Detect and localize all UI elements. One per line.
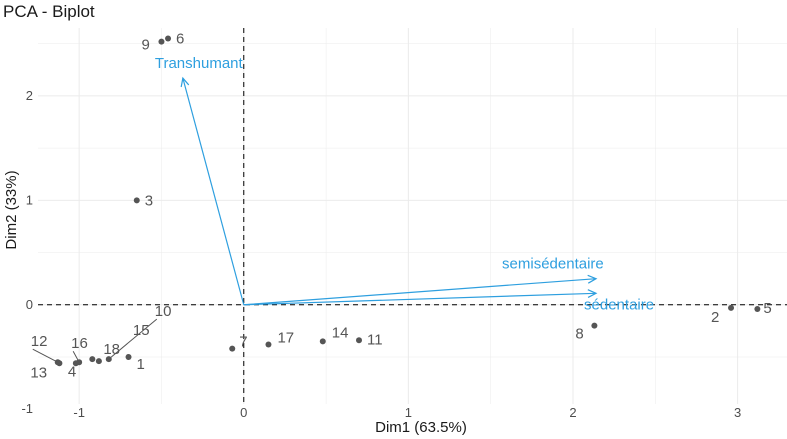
individual-points: 9 6 3 2 5 8 7 17 14 11 10 15 18 1 16 12 13 4 — [30, 30, 771, 381]
data-point — [591, 322, 598, 329]
point-label: 4 — [68, 363, 76, 380]
point-label: 16 — [71, 335, 88, 352]
data-point — [89, 356, 96, 363]
y-tick-label: -1 — [21, 401, 33, 416]
variable-arrow — [243, 278, 597, 306]
point-label: 13 — [30, 364, 47, 381]
y-tick-label: 1 — [26, 192, 33, 207]
point-label: 1 — [137, 356, 145, 373]
data-point — [72, 360, 79, 367]
x-tick-label: 0 — [240, 405, 247, 420]
data-point — [125, 354, 132, 360]
label-leader-line — [108, 318, 158, 360]
point-label: 8 — [575, 326, 583, 343]
data-point — [229, 345, 236, 352]
x-tick-label: 1 — [405, 405, 412, 420]
variable-label: semisédentaire — [502, 256, 604, 273]
x-tick-label: 2 — [569, 405, 576, 420]
y-axis-title: Dim2 (33%) — [3, 170, 20, 249]
y-tick-label: 0 — [26, 297, 33, 312]
point-label: 17 — [277, 329, 294, 346]
data-point — [165, 35, 172, 42]
point-label: 18 — [103, 341, 120, 358]
reference-lines — [38, 28, 787, 404]
data-point — [728, 304, 735, 311]
point-label: 12 — [31, 333, 48, 350]
data-point — [265, 341, 272, 348]
point-label: 10 — [155, 303, 172, 320]
data-point — [319, 338, 326, 345]
data-point — [95, 358, 102, 365]
variable-arrowhead — [587, 274, 598, 284]
x-tick-label: 3 — [734, 405, 741, 420]
y-tick-label: 2 — [26, 88, 33, 103]
grid — [38, 28, 787, 404]
variable-arrow — [182, 77, 245, 305]
variable-label: Transhumant — [155, 55, 244, 72]
data-point — [56, 360, 63, 367]
point-label: 6 — [176, 30, 184, 47]
label-leader-line — [32, 348, 58, 363]
data-point — [133, 197, 140, 204]
point-label: 15 — [133, 322, 150, 339]
data-point — [754, 305, 761, 312]
label-leader-line — [72, 350, 80, 363]
variable-arrowhead — [180, 76, 190, 88]
point-label: 7 — [239, 334, 247, 351]
point-label: 3 — [145, 192, 153, 209]
data-point — [356, 337, 362, 344]
x-tick-label: -1 — [73, 405, 85, 420]
data-point — [158, 38, 165, 45]
point-label: 2 — [711, 309, 719, 326]
point-label: 11 — [367, 331, 383, 348]
variable-label: sédentaire — [584, 296, 654, 313]
point-label: 9 — [141, 37, 149, 54]
variable-arrow — [243, 292, 597, 306]
x-axis-title: Dim1 (63.5%) — [375, 419, 467, 436]
variable-arrows: Transhumant semisédentaire sédentaire — [155, 55, 654, 313]
chart-title: PCA - Biplot — [3, 2, 95, 21]
point-label: 14 — [332, 324, 349, 341]
point-label: 5 — [763, 300, 771, 317]
variable-arrowhead — [587, 289, 598, 298]
